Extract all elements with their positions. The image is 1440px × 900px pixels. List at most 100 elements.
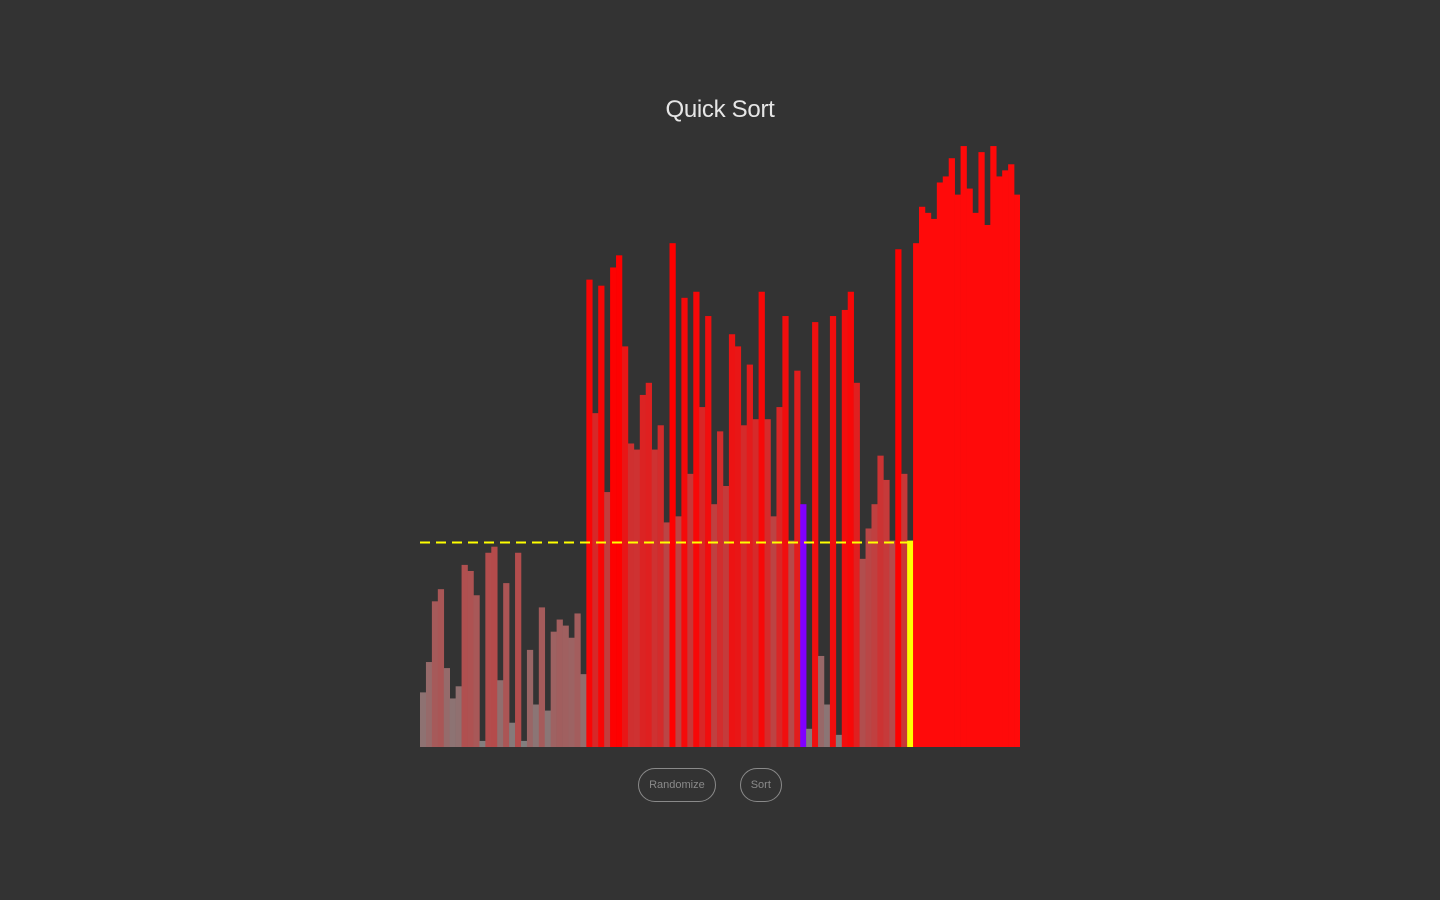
bar	[853, 382, 860, 747]
bar	[841, 309, 849, 747]
bar	[711, 504, 718, 747]
sorted-bar	[919, 206, 926, 747]
bar	[431, 601, 439, 747]
bar	[883, 479, 890, 747]
bar	[746, 364, 753, 747]
bar	[485, 552, 492, 747]
bar	[859, 558, 866, 747]
bar	[705, 316, 712, 747]
bar	[497, 680, 504, 747]
current-bar	[800, 504, 807, 747]
page-title: Quick Sort	[665, 96, 775, 123]
bar	[520, 740, 528, 747]
bar	[776, 407, 783, 747]
bar	[509, 722, 516, 747]
bar	[871, 504, 878, 747]
sorted-bar	[1008, 164, 1015, 747]
bar	[467, 570, 474, 747]
randomize-button[interactable]: Randomize	[638, 768, 716, 802]
sorted-bar	[978, 152, 985, 747]
bar	[835, 734, 843, 747]
sorted-bar	[996, 176, 1003, 747]
bar	[728, 334, 736, 747]
bar	[556, 619, 563, 747]
bar	[675, 516, 682, 747]
bar	[586, 279, 593, 747]
bar	[895, 249, 902, 747]
bar	[740, 425, 748, 747]
bar	[598, 285, 605, 747]
sorted-bar	[1014, 194, 1020, 747]
bar	[610, 267, 617, 747]
bar	[758, 291, 765, 747]
bar	[788, 540, 795, 747]
bar	[865, 528, 872, 747]
bar	[681, 297, 688, 747]
bar	[538, 607, 546, 747]
bar	[550, 631, 557, 747]
bar	[455, 686, 462, 747]
sort-button[interactable]: Sort	[739, 768, 782, 802]
bar	[829, 316, 837, 747]
bar	[877, 455, 884, 747]
bar	[461, 564, 468, 747]
bar	[503, 583, 510, 747]
bar-chart	[420, 146, 1020, 747]
bar	[616, 255, 623, 747]
bar	[645, 382, 652, 747]
bar	[443, 668, 450, 747]
bar	[782, 316, 789, 747]
bar	[425, 662, 433, 747]
bar	[687, 473, 694, 747]
sorted-bar	[954, 194, 961, 747]
bar	[818, 655, 825, 747]
bar	[794, 370, 801, 747]
sorted-bar	[930, 218, 938, 747]
bar	[669, 243, 676, 747]
bar	[580, 674, 587, 747]
sorted-bar	[960, 146, 967, 747]
bar	[693, 291, 700, 747]
bar	[812, 322, 819, 747]
bar	[592, 413, 599, 747]
bar	[663, 522, 670, 747]
bar	[764, 419, 771, 747]
bar	[526, 649, 534, 747]
sorted-bar	[948, 158, 955, 747]
bar	[699, 407, 706, 747]
controls: Randomize Sort	[0, 768, 1440, 802]
bar	[479, 740, 486, 747]
bar	[806, 728, 813, 747]
bar	[717, 431, 724, 747]
bar	[515, 552, 522, 747]
bar	[657, 425, 664, 747]
bar	[889, 540, 896, 747]
bar	[752, 419, 759, 747]
sorted-bar	[942, 176, 950, 747]
bar	[823, 704, 831, 747]
bar	[574, 613, 581, 747]
sorted-bar	[972, 212, 979, 747]
bar	[901, 473, 908, 747]
bar	[722, 485, 730, 747]
bar	[633, 449, 641, 747]
sorted-bar	[966, 188, 973, 747]
sort-visualization	[420, 140, 1020, 747]
bar	[770, 516, 777, 747]
bar	[651, 449, 658, 747]
pivot-bar	[907, 540, 914, 747]
sorted-bar	[924, 212, 932, 747]
sorted-bar	[913, 243, 920, 747]
bar	[491, 546, 498, 747]
bar	[639, 394, 647, 747]
bar	[627, 443, 635, 747]
bar	[604, 492, 611, 747]
bar	[437, 589, 445, 747]
sorted-bar	[990, 146, 997, 747]
sorted-bar	[984, 224, 991, 747]
bar	[562, 625, 569, 747]
bar	[621, 346, 629, 747]
bar	[847, 291, 854, 747]
bar	[449, 698, 456, 747]
